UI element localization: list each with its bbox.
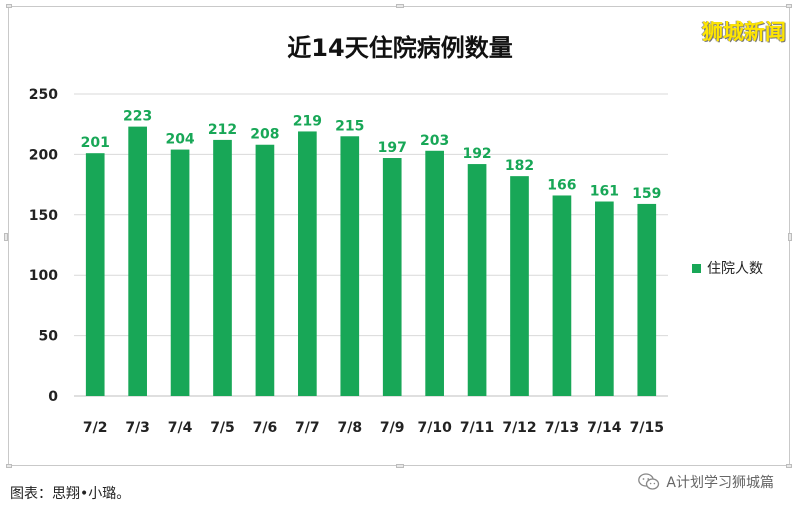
bar bbox=[255, 144, 275, 396]
x-tick-label: 7/10 bbox=[417, 420, 452, 436]
bar-data-label: 219 bbox=[293, 113, 322, 129]
bar-data-label: 159 bbox=[632, 186, 661, 202]
bar-data-label: 223 bbox=[123, 109, 152, 125]
legend-label: 住院人数 bbox=[707, 261, 763, 277]
bar bbox=[340, 136, 360, 396]
bar-data-label: 192 bbox=[462, 146, 491, 162]
x-tick-label: 7/2 bbox=[83, 420, 108, 436]
bar bbox=[298, 131, 317, 396]
bar bbox=[382, 158, 402, 396]
bar-data-label: 161 bbox=[590, 184, 619, 200]
bar bbox=[425, 150, 444, 396]
y-tick-label: 50 bbox=[39, 329, 59, 345]
resize-handle-right[interactable] bbox=[788, 233, 792, 241]
resize-handle-top-right[interactable] bbox=[786, 4, 792, 8]
resize-handle-bottom-right[interactable] bbox=[786, 464, 792, 468]
bar bbox=[170, 149, 190, 396]
x-tick-label: 7/8 bbox=[337, 420, 362, 436]
legend-swatch bbox=[692, 263, 701, 273]
x-tick-label: 7/15 bbox=[630, 420, 664, 436]
account-name: A计划学习狮城篇 bbox=[666, 475, 774, 491]
wechat-icon bbox=[638, 473, 660, 491]
x-tick-label: 7/7 bbox=[295, 420, 320, 436]
y-tick-label: 100 bbox=[29, 268, 58, 284]
watermark-text: 狮城新闻 bbox=[702, 20, 786, 44]
x-tick-label: 7/4 bbox=[168, 420, 193, 436]
bar-data-label: 197 bbox=[378, 140, 407, 156]
legend: 住院人数 bbox=[692, 258, 763, 278]
y-tick-label: 200 bbox=[29, 147, 58, 163]
x-tick-label: 7/3 bbox=[125, 420, 150, 436]
bar-data-label: 204 bbox=[165, 132, 194, 148]
x-tick-label: 7/13 bbox=[545, 420, 579, 436]
x-tick-label: 7/9 bbox=[380, 420, 405, 436]
resize-handle-bottom[interactable] bbox=[396, 464, 404, 468]
bar bbox=[552, 195, 572, 396]
bar-data-label: 212 bbox=[208, 122, 237, 138]
bar bbox=[637, 203, 657, 396]
bar-data-label: 166 bbox=[547, 177, 576, 193]
bar bbox=[595, 201, 614, 396]
account-badge: A计划学习狮城篇 bbox=[638, 472, 774, 492]
y-tick-label: 250 bbox=[29, 87, 58, 103]
bar-data-label: 201 bbox=[81, 135, 110, 151]
bar-data-label: 208 bbox=[250, 127, 279, 143]
chart-title: 近14天住院病例数量 bbox=[287, 34, 513, 62]
resize-handle-left[interactable] bbox=[4, 233, 8, 241]
x-tick-label: 7/11 bbox=[460, 420, 494, 436]
bar-data-label: 182 bbox=[505, 158, 534, 174]
y-tick-label: 150 bbox=[29, 208, 58, 224]
resize-handle-top[interactable] bbox=[396, 4, 404, 8]
x-tick-label: 7/5 bbox=[210, 420, 235, 436]
bar bbox=[128, 126, 147, 396]
bar-data-label: 203 bbox=[420, 133, 449, 149]
x-tick-label: 7/14 bbox=[587, 420, 622, 436]
bar bbox=[467, 164, 487, 396]
x-tick-label: 7/12 bbox=[502, 420, 536, 436]
figure-caption: 图表：思翔•小璐。 bbox=[10, 486, 131, 502]
bar-data-label: 215 bbox=[335, 118, 364, 134]
x-tick-label: 7/6 bbox=[253, 420, 278, 436]
bar bbox=[213, 139, 232, 397]
resize-handle-top-left[interactable] bbox=[6, 4, 12, 8]
bar bbox=[85, 153, 105, 396]
y-tick-label: 0 bbox=[48, 389, 58, 405]
resize-handle-bottom-left[interactable] bbox=[6, 464, 12, 468]
bar bbox=[510, 176, 529, 396]
